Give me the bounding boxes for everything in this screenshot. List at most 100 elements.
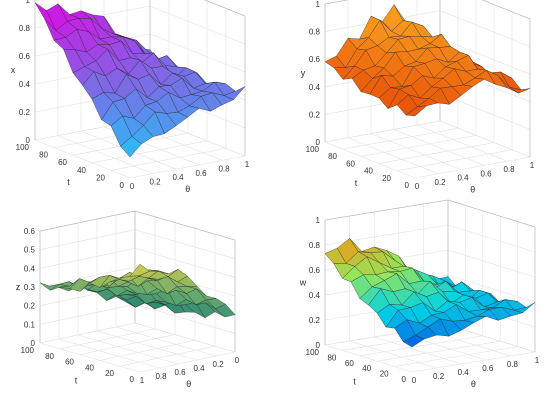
theta-tick-label: 0.4 xyxy=(193,364,205,373)
z-axis-label: y xyxy=(301,68,306,78)
gridline-t xyxy=(119,234,216,367)
z-tick-label: 1 xyxy=(316,0,321,9)
gridline-z xyxy=(324,120,531,158)
surface-facet xyxy=(120,136,142,158)
t-tick-label: 100 xyxy=(21,346,35,355)
gridline-t xyxy=(342,205,466,351)
theta-tick-label: 0.8 xyxy=(507,360,519,369)
axis-box-edge xyxy=(39,210,136,232)
theta-tick-label: 0.6 xyxy=(482,364,494,373)
surface-plot-w: 0 0.2 0.4 0.6 0.8 1 w 0 0.2 0.4 0.6 0.8 1 θ 0 20 40 60 80 1… xyxy=(299,199,540,389)
t-tick-label: 80 xyxy=(328,152,337,161)
z-tick-label: 0.5 xyxy=(24,246,36,255)
z-tick-label: 0.2 xyxy=(19,108,31,117)
axis-box-edge xyxy=(447,199,536,228)
surface-plot-z: 0 0.1 0.2 0.3 0.4 0.5 0.6 z 1 0.8 0.6 0.4 0.2 0 θ 0 20 40… xyxy=(16,210,240,389)
surface-plot-y: 0 0.2 0.4 0.6 0.8 1 y 0 0.2 0.4 0.6 0.8 1 θ 0 20 40 60 80 1… xyxy=(301,0,535,195)
gridline-t xyxy=(359,210,484,357)
z-tick-label: 0 xyxy=(316,341,321,350)
gridline-z xyxy=(39,322,236,353)
theta-tick-label: 1 xyxy=(140,376,145,385)
t-tick-label: 0 xyxy=(130,375,135,384)
axis-box-edge xyxy=(324,0,349,5)
theta-tick-label: 0.4 xyxy=(172,173,184,182)
t-tick-label: 0 xyxy=(402,375,407,384)
theta-tick-label: 0.2 xyxy=(212,360,224,369)
axis-box-edge xyxy=(134,210,236,241)
z-tick-label: 0.4 xyxy=(309,83,321,92)
theta-tick-label: 1 xyxy=(530,161,535,170)
gridline-z xyxy=(39,229,236,259)
z-tick-label: 0 xyxy=(316,138,321,147)
t-tick-label: 20 xyxy=(105,369,114,378)
z-axis-label: x xyxy=(11,65,16,75)
z-tick-label: 0.4 xyxy=(309,291,321,300)
t-tick-label: 100 xyxy=(16,143,30,152)
gridline-t xyxy=(377,216,501,362)
theta-tick-label: 0.8 xyxy=(503,165,515,174)
surface-facet xyxy=(405,105,428,117)
z-tick-label: 0.8 xyxy=(309,28,321,37)
t-tick-label: 80 xyxy=(45,352,54,361)
z-tick-label: 0 xyxy=(31,339,36,348)
z-axis-label: w xyxy=(299,278,307,288)
axis-box-edge xyxy=(481,0,531,20)
gridline-t xyxy=(378,4,495,164)
t-tick-label: 100 xyxy=(306,348,320,357)
t-tick-label: 40 xyxy=(77,166,86,175)
axis-box-edge xyxy=(324,199,449,221)
t-axis-label: t xyxy=(355,178,358,188)
theta-axis-label: θ xyxy=(470,185,475,195)
t-tick-label: 80 xyxy=(39,151,48,160)
gridline-t xyxy=(396,11,513,172)
t-tick-label: 60 xyxy=(58,158,67,167)
gridline-t xyxy=(342,0,459,150)
z-tick-label: 0.2 xyxy=(309,316,321,325)
theta-tick-label: 0 xyxy=(235,356,240,365)
t-tick-label: 60 xyxy=(65,358,74,367)
theta-tick-label: 0.8 xyxy=(218,164,230,173)
gridline-z xyxy=(39,210,236,241)
surface-plot-x: 0 0.2 0.4 0.6 0.8 1 x 0 0.2 0.4 0.6 0.8 1 θ 0 20 40 60 80 1… xyxy=(11,0,250,194)
t-axis-label: t xyxy=(67,177,70,187)
axis-box-edge xyxy=(204,0,246,17)
surface-facet xyxy=(129,263,150,277)
theta-tick-label: 0.6 xyxy=(174,368,186,377)
gridline-t xyxy=(59,216,156,350)
z-axis-label: z xyxy=(16,282,21,292)
gridline-t xyxy=(110,8,227,171)
theta-tick-label: 0.4 xyxy=(457,174,469,183)
t-axis-label: t xyxy=(75,376,78,386)
z-tick-label: 0 xyxy=(26,136,31,145)
t-tick-label: 40 xyxy=(364,167,373,176)
theta-axis-label: θ xyxy=(186,379,191,389)
z-tick-label: 1 xyxy=(26,0,31,5)
theta-tick-label: 0 xyxy=(412,376,417,385)
gridline-z xyxy=(324,0,531,20)
t-tick-label: 80 xyxy=(327,353,336,362)
t-tick-label: 20 xyxy=(382,174,391,183)
theta-tick-label: 0.4 xyxy=(458,368,470,377)
gridline-t xyxy=(99,228,196,361)
z-tick-label: 0.2 xyxy=(24,302,36,311)
gridline-t xyxy=(72,0,189,156)
t-tick-label: 60 xyxy=(346,159,355,168)
gridline-z xyxy=(324,199,536,228)
t-tick-label: 40 xyxy=(362,364,371,373)
theta-tick-label: 0.6 xyxy=(480,169,492,178)
z-tick-label: 0.8 xyxy=(19,24,31,33)
t-tick-label: 100 xyxy=(306,145,320,154)
t-tick-label: 20 xyxy=(96,173,105,182)
theta-tick-label: 0.2 xyxy=(433,372,445,381)
theta-tick-label: 1 xyxy=(245,160,250,169)
gridline-t xyxy=(360,0,477,157)
z-tick-label: 1 xyxy=(316,216,321,225)
theta-axis-label: θ xyxy=(185,184,190,194)
t-tick-label: 0 xyxy=(405,181,410,190)
theta-tick-label: 1 xyxy=(535,356,540,365)
t-axis-label: t xyxy=(353,377,356,387)
z-tick-label: 0.3 xyxy=(24,283,36,292)
z-tick-label: 0.4 xyxy=(19,80,31,89)
